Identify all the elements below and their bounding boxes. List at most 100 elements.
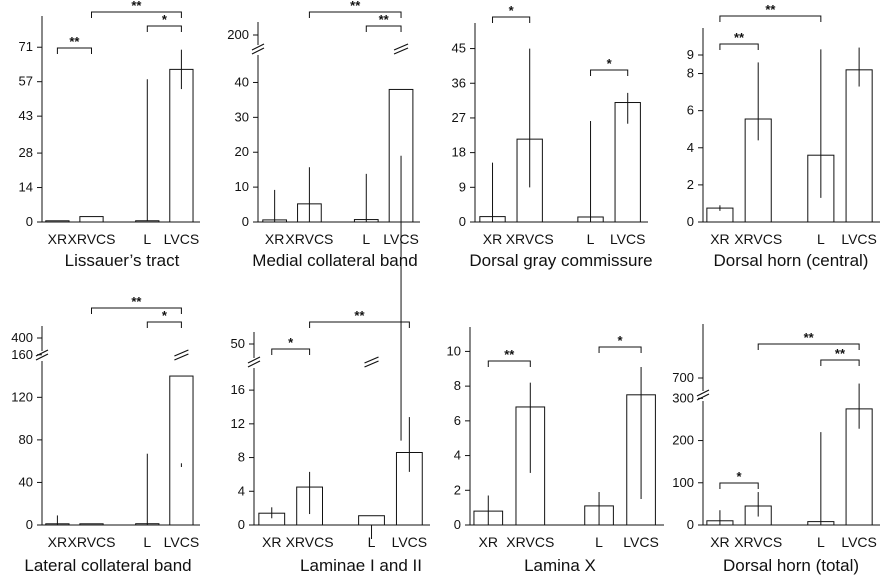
significance-bracket bbox=[492, 16, 531, 23]
y-tick-label: 0 bbox=[26, 517, 33, 532]
y-tick-label: 28 bbox=[19, 145, 33, 160]
y-tick-label: 9 bbox=[687, 47, 694, 62]
significance-label: ** bbox=[504, 347, 515, 362]
significance-bracket bbox=[719, 482, 759, 489]
error-break-mark bbox=[393, 43, 409, 51]
significance-label: * bbox=[737, 469, 743, 484]
significance-label: * bbox=[618, 333, 624, 348]
y-tick-label: 57 bbox=[19, 74, 33, 89]
bar-xr bbox=[45, 220, 70, 223]
significance-label: ** bbox=[354, 308, 365, 323]
error-break-mark bbox=[364, 360, 379, 368]
y-tick-label: 700 bbox=[672, 370, 694, 385]
significance-bracket bbox=[146, 25, 182, 32]
panel-title: Lamina X bbox=[524, 556, 596, 575]
x-tick-label: L bbox=[595, 534, 603, 550]
x-tick-label: L bbox=[143, 534, 151, 550]
significance-label: * bbox=[162, 308, 168, 323]
significance-bracket bbox=[487, 360, 531, 367]
x-tick-label: LVCS bbox=[164, 231, 200, 247]
y-tick-label: 71 bbox=[19, 39, 33, 54]
y-tick-label: 8 bbox=[687, 66, 694, 81]
x-tick-label: L bbox=[368, 534, 376, 550]
y-tick-label: 14 bbox=[19, 180, 33, 195]
y-tick-label: 9 bbox=[459, 179, 466, 194]
x-tick-label: LVCS bbox=[610, 231, 646, 247]
bar-lvcs bbox=[845, 69, 873, 223]
x-tick-label: L bbox=[143, 231, 151, 247]
significance-label: * bbox=[288, 335, 294, 350]
y-tick-label: 0 bbox=[687, 517, 694, 532]
significance-label: ** bbox=[804, 330, 815, 345]
panel-title: Medial collateral band bbox=[252, 251, 417, 270]
significance-label: * bbox=[607, 56, 613, 71]
axis-break-mark bbox=[35, 353, 49, 361]
x-tick-label: L bbox=[817, 231, 825, 247]
y-tick-label: 18 bbox=[452, 145, 466, 160]
x-tick-label: L bbox=[362, 231, 370, 247]
x-tick-label: LVCS bbox=[841, 534, 877, 550]
error-break-mark bbox=[174, 353, 189, 361]
x-tick-label: XRVCS bbox=[68, 231, 116, 247]
significance-bracket bbox=[590, 69, 629, 76]
significance-bracket bbox=[309, 321, 410, 328]
y-tick-label: 45 bbox=[452, 41, 466, 56]
significance-bracket bbox=[56, 47, 92, 54]
significance-bracket bbox=[365, 25, 402, 32]
y-tick-label: 27 bbox=[452, 110, 466, 125]
x-tick-label: XRVCS bbox=[68, 534, 116, 550]
x-tick-label: XR bbox=[479, 534, 498, 550]
significance-label: * bbox=[162, 12, 168, 27]
significance-bracket bbox=[719, 15, 822, 22]
significance-bracket bbox=[308, 11, 402, 18]
error-break-mark bbox=[364, 356, 379, 364]
panel-title: Dorsal gray commissure bbox=[469, 251, 652, 270]
significance-bracket bbox=[146, 321, 182, 328]
axis-break-mark bbox=[251, 43, 265, 51]
y-tick-label: 0 bbox=[242, 214, 249, 229]
y-tick-label: 200 bbox=[672, 433, 694, 448]
significance-label: ** bbox=[765, 2, 776, 17]
significance-bracket bbox=[598, 346, 642, 353]
bar-xrvcs bbox=[79, 216, 104, 223]
y-tick-label: 4 bbox=[454, 448, 461, 463]
y-tick-label: 80 bbox=[19, 432, 33, 447]
y-tick-label: 400 bbox=[11, 330, 33, 345]
y-tick-label: 200 bbox=[227, 27, 249, 42]
y-tick-label: 36 bbox=[452, 75, 466, 90]
x-tick-label: L bbox=[817, 534, 825, 550]
x-tick-label: XRVCS bbox=[734, 534, 782, 550]
significance-label: ** bbox=[734, 30, 745, 45]
bar-l bbox=[135, 220, 160, 223]
y-tick-label: 300 bbox=[672, 390, 694, 405]
chart-panel-4: 0 2 4 6 8 9 XR XRVCS L LVCS ** ** Dorsal horn (centr… bbox=[687, 2, 880, 270]
y-tick-label: 8 bbox=[238, 450, 245, 465]
y-tick-label: 2 bbox=[687, 177, 694, 192]
x-tick-label: XR bbox=[262, 534, 281, 550]
significance-label: ** bbox=[835, 346, 846, 361]
y-tick-label: 120 bbox=[11, 389, 33, 404]
error-break-mark bbox=[393, 47, 409, 55]
y-tick-label: 8 bbox=[454, 378, 461, 393]
chart-panel-2: 200 0 10 20 30 40 XR XRVCS L LVCS ** ** Medial colla… bbox=[227, 0, 420, 441]
panel-title: Lissauer’s tract bbox=[65, 251, 180, 270]
chart-panel-3: 0 9 18 27 36 45 XR XRVCS L LVCS * * Dorsal gray comm… bbox=[452, 3, 653, 270]
x-tick-label: LVCS bbox=[383, 231, 419, 247]
y-tick-label: 40 bbox=[235, 74, 249, 89]
x-tick-label: LVCS bbox=[164, 534, 200, 550]
y-tick-label: 6 bbox=[454, 413, 461, 428]
y-tick-label: 40 bbox=[19, 474, 33, 489]
y-tick-label: 0 bbox=[459, 214, 466, 229]
significance-bracket bbox=[271, 348, 311, 355]
x-tick-label: XR bbox=[265, 231, 284, 247]
significance-bracket bbox=[820, 359, 860, 366]
significance-bracket bbox=[719, 43, 759, 50]
y-tick-label: 50 bbox=[231, 336, 245, 351]
significance-bracket bbox=[91, 307, 182, 314]
axis-break-mark bbox=[696, 393, 710, 401]
x-tick-label: XRVCS bbox=[506, 534, 554, 550]
x-tick-label: XR bbox=[48, 231, 67, 247]
